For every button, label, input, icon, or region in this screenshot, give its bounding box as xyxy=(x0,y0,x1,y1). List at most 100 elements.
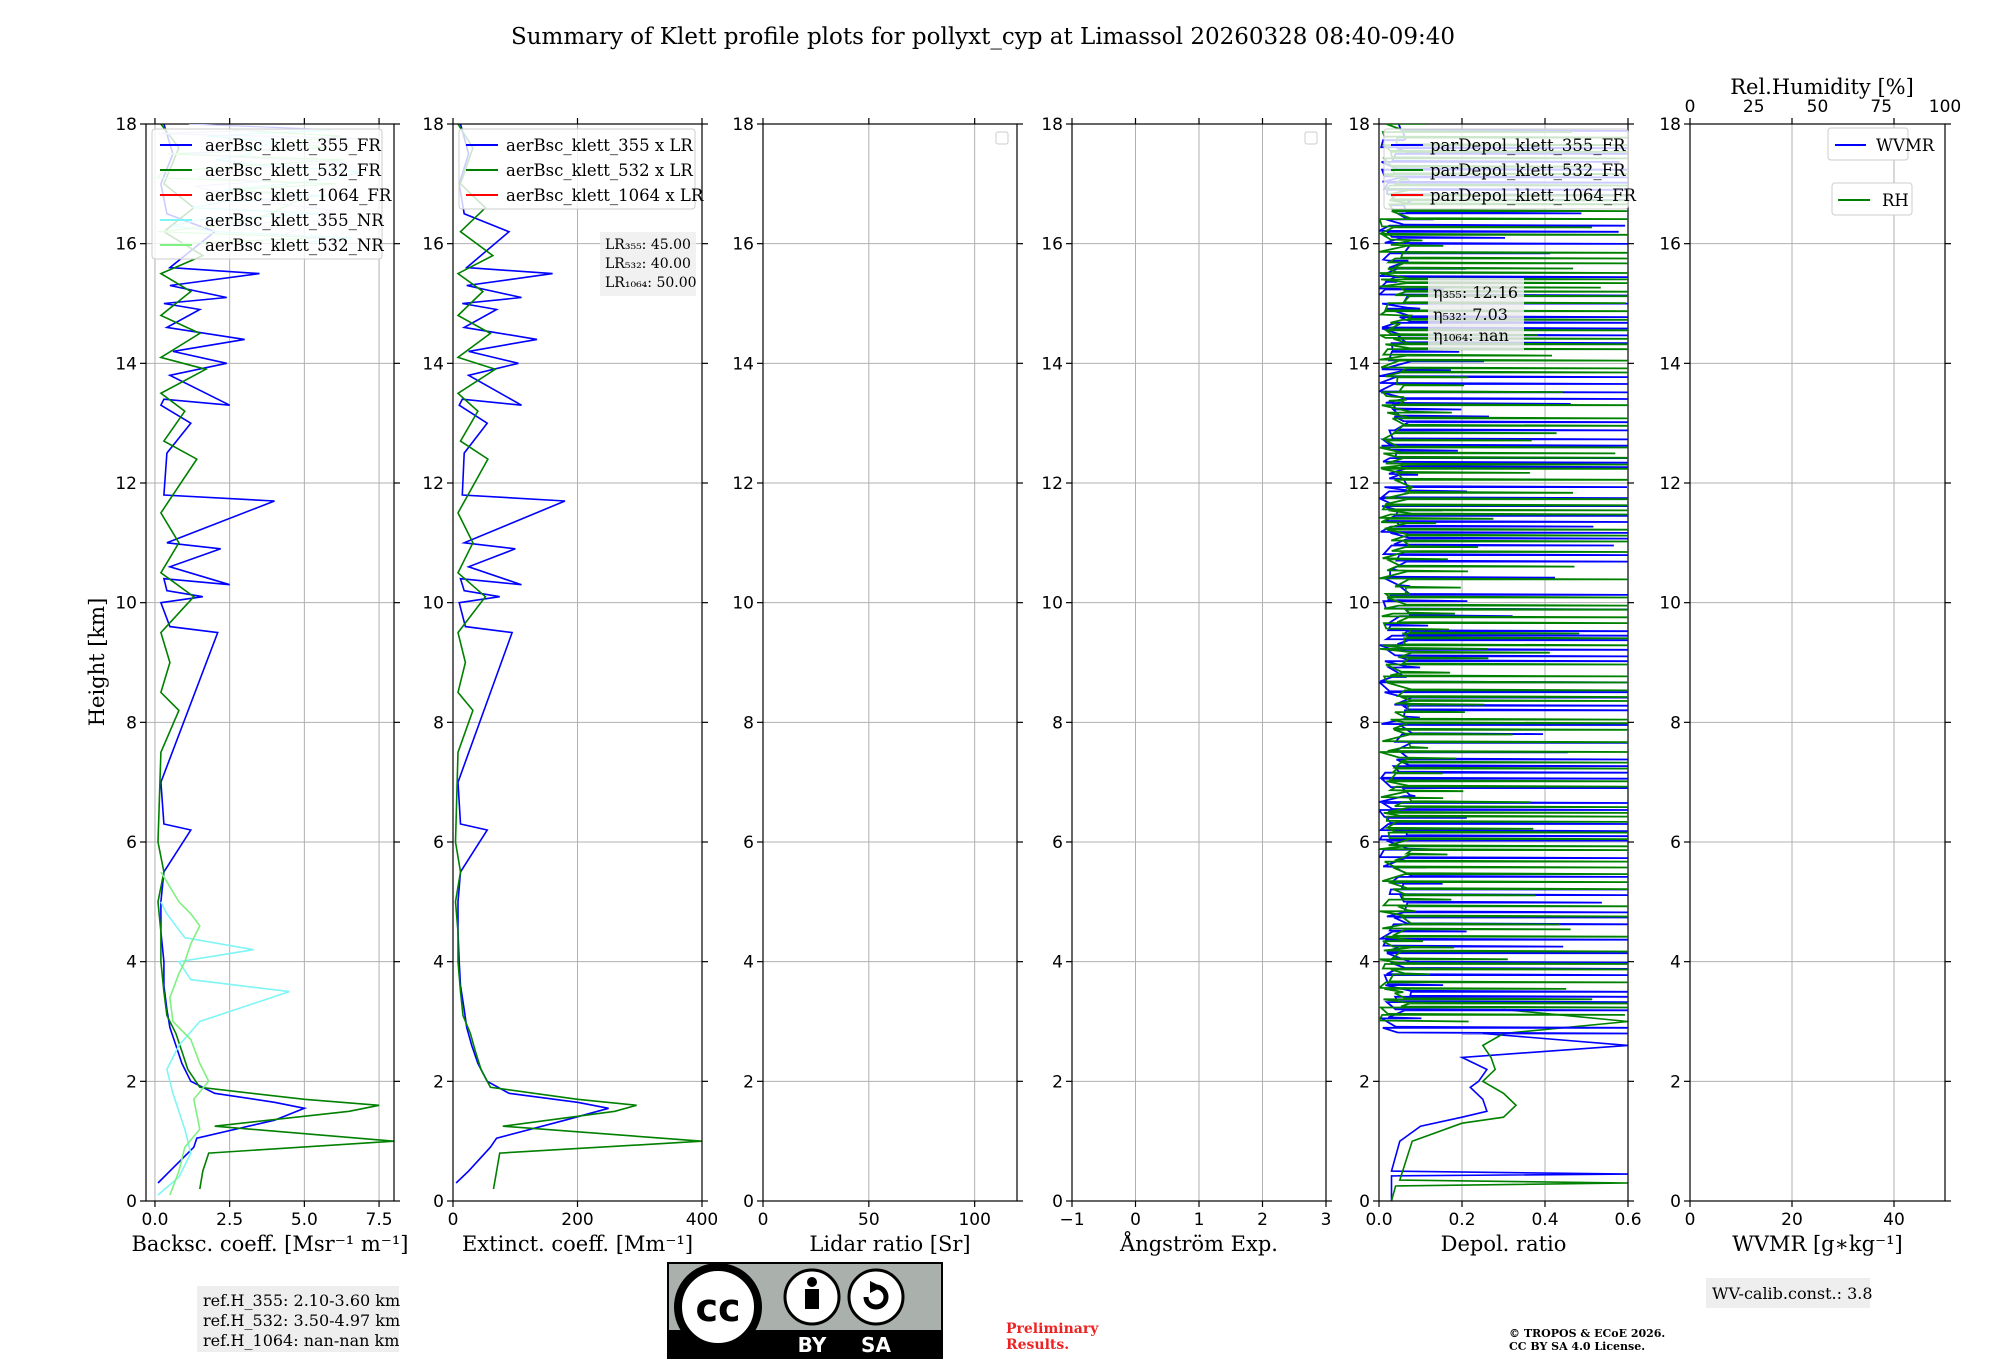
bsc-series-aerBsc_klett_532_FR xyxy=(157,124,394,1190)
dep-legend-box xyxy=(1383,128,1629,210)
preliminary-line-2: Results. xyxy=(1006,1337,1069,1353)
bsc-ytick-label: 6 xyxy=(126,833,137,853)
bsc-series-aerBsc_klett_355_NR xyxy=(157,901,290,1196)
bsc-legend-box xyxy=(151,128,383,260)
bsc-ytick-label: 14 xyxy=(115,354,137,374)
cc-license-badge: cc BY SA xyxy=(667,1262,943,1359)
ref-heights-bg xyxy=(197,1286,399,1352)
ref-height-355: ref.H_355: 2.10-3.60 km xyxy=(203,1291,400,1310)
wv-xtick-label: 40 xyxy=(1883,1210,1905,1230)
wv-ytick-label: 10 xyxy=(1659,594,1681,614)
dep-xtick-label: 0.6 xyxy=(1614,1210,1641,1230)
eta-355: η₃₅₅: 12.16 xyxy=(1433,283,1518,302)
ext-ytick-label: 8 xyxy=(433,713,444,733)
lr-ytick-label: 6 xyxy=(743,833,754,853)
ang-xtick-label: −1 xyxy=(1059,1210,1084,1230)
sa-arrowhead xyxy=(870,1281,882,1293)
lr-355: LR₃₅₅: 45.00 xyxy=(605,237,691,253)
wv-axes-frame xyxy=(1689,123,1946,1202)
lr-1064: LR₁₀₆₄: 50.00 xyxy=(605,275,697,291)
wv-ytick-label: 0 xyxy=(1670,1192,1681,1212)
bsc-ytick-label: 2 xyxy=(126,1072,137,1092)
figure-title: Summary of Klett profile plots for polly… xyxy=(511,24,1455,50)
ang-ytick-label: 6 xyxy=(1052,833,1063,853)
rh-xtick-label: 75 xyxy=(1870,97,1892,117)
ext-ytick-label: 0 xyxy=(433,1192,444,1212)
cc-logo-text: cc xyxy=(695,1286,740,1330)
wv-ytick-label: 16 xyxy=(1659,235,1681,255)
dep-series-parDepol_klett_532_FR xyxy=(1390,1008,1628,1201)
dep-legend-label-1064: parDepol_klett_1064_FR xyxy=(1430,186,1637,205)
rh-legend-label: RH xyxy=(1882,191,1909,210)
ang-ytick-label: 8 xyxy=(1052,713,1063,733)
ang-xtick-label: 0 xyxy=(1130,1210,1141,1230)
dep-xtick-label: 0.0 xyxy=(1365,1210,1392,1230)
eta-box: η₃₅₅: 12.16 η₅₃₂: 7.03 η₁₀₆₄: nan xyxy=(1428,278,1524,350)
ext-legend-box xyxy=(458,128,696,210)
ref-heights-box: ref.H_355: 2.10-3.60 km ref.H_532: 3.50-… xyxy=(197,1286,400,1352)
ext-legend-label-532: aerBsc_klett_532 x LR xyxy=(506,161,693,180)
sa-label: SA xyxy=(861,1333,891,1357)
bsc-xtick-label: 2.5 xyxy=(216,1210,243,1230)
bsc-xlabel: Backsc. coeff. [Msr⁻¹ m⁻¹] xyxy=(132,1232,409,1256)
sa-arrow xyxy=(863,1284,889,1310)
dep-ytick-label: 12 xyxy=(1348,474,1370,494)
ext-xlabel: Extinct. coeff. [Mm⁻¹] xyxy=(462,1232,693,1256)
lr-axes-frame xyxy=(762,123,1018,1202)
ext-legend-label-355: aerBsc_klett_355 x LR xyxy=(506,136,693,155)
wv-calib-box xyxy=(1706,1278,1870,1308)
dep-ytick-label: 4 xyxy=(1359,953,1370,973)
lr-ytick-label: 4 xyxy=(743,953,754,973)
ext-legend: aerBsc_klett_355 x LR aerBsc_klett_532 x… xyxy=(458,128,704,210)
lr-ytick-label: 18 xyxy=(732,115,754,135)
lr-ytick-label: 10 xyxy=(732,594,754,614)
wv-calib-text: WV-calib.const.: 3.8 xyxy=(1712,1284,1873,1303)
legend-label-532-fr: aerBsc_klett_532_FR xyxy=(205,161,381,180)
ext-legend-label-1064: aerBsc_klett_1064 x LR xyxy=(506,186,704,205)
lr-ytick-label: 2 xyxy=(743,1072,754,1092)
copyright-line-1: © TROPOS & ECoE 2026. xyxy=(1509,1327,1665,1340)
ang-ytick-label: 16 xyxy=(1041,235,1063,255)
by-person-head xyxy=(807,1277,817,1287)
lr-empty-legend xyxy=(995,131,1009,145)
dep-xlabel: Depol. ratio xyxy=(1441,1232,1567,1256)
rh-xtick-label: 25 xyxy=(1743,97,1765,117)
ref-height-532: ref.H_532: 3.50-4.97 km xyxy=(203,1311,400,1330)
lr-xtick-label: 0 xyxy=(758,1210,769,1230)
bsc-series-aerBsc_klett_532_NR xyxy=(160,871,210,1196)
dep-ytick-label: 2 xyxy=(1359,1072,1370,1092)
ext-series-aerBsc_klett_355 x LR xyxy=(455,124,609,1184)
lr-ytick-label: 12 xyxy=(732,474,754,494)
ext-xtick-label: 400 xyxy=(686,1210,718,1230)
dep-ytick-label: 8 xyxy=(1359,713,1370,733)
dep-ytick-label: 18 xyxy=(1348,115,1370,135)
ang-ytick-label: 18 xyxy=(1041,115,1063,135)
bsc-axes-frame xyxy=(145,123,395,1202)
dep-series-parDepol_klett_355_FR xyxy=(1390,1032,1628,1201)
bsc-ytick-label: 18 xyxy=(115,115,137,135)
legend-label-1064-fr: aerBsc_klett_1064_FR xyxy=(205,186,392,205)
lr-ytick-label: 0 xyxy=(743,1192,754,1212)
bsc-ytick-label: 0 xyxy=(126,1192,137,1212)
lr-xtick-label: 50 xyxy=(858,1210,880,1230)
bsc-ytick-label: 16 xyxy=(115,235,137,255)
dep-axes-frame xyxy=(1378,123,1629,1202)
ang-xtick-label: 1 xyxy=(1194,1210,1205,1230)
bsc-xtick-label: 0.0 xyxy=(141,1210,168,1230)
lidar-ratio-box: LR₃₅₅: 45.00 LR₅₃₂: 40.00 LR₁₀₆₄: 50.00 xyxy=(600,232,697,296)
ext-series-aerBsc_klett_532 x LR xyxy=(454,124,702,1190)
ref-height-1064: ref.H_1064: nan-nan km xyxy=(203,1331,399,1350)
ext-ytick-label: 6 xyxy=(433,833,444,853)
wv-ytick-label: 6 xyxy=(1670,833,1681,853)
lidar-ratio-box-bg xyxy=(600,232,696,296)
bsc-ytick-label: 4 xyxy=(126,953,137,973)
wv-ytick-label: 4 xyxy=(1670,953,1681,973)
eta-1064: η₁₀₆₄: nan xyxy=(1433,326,1509,345)
eta-box-bg xyxy=(1428,278,1524,350)
